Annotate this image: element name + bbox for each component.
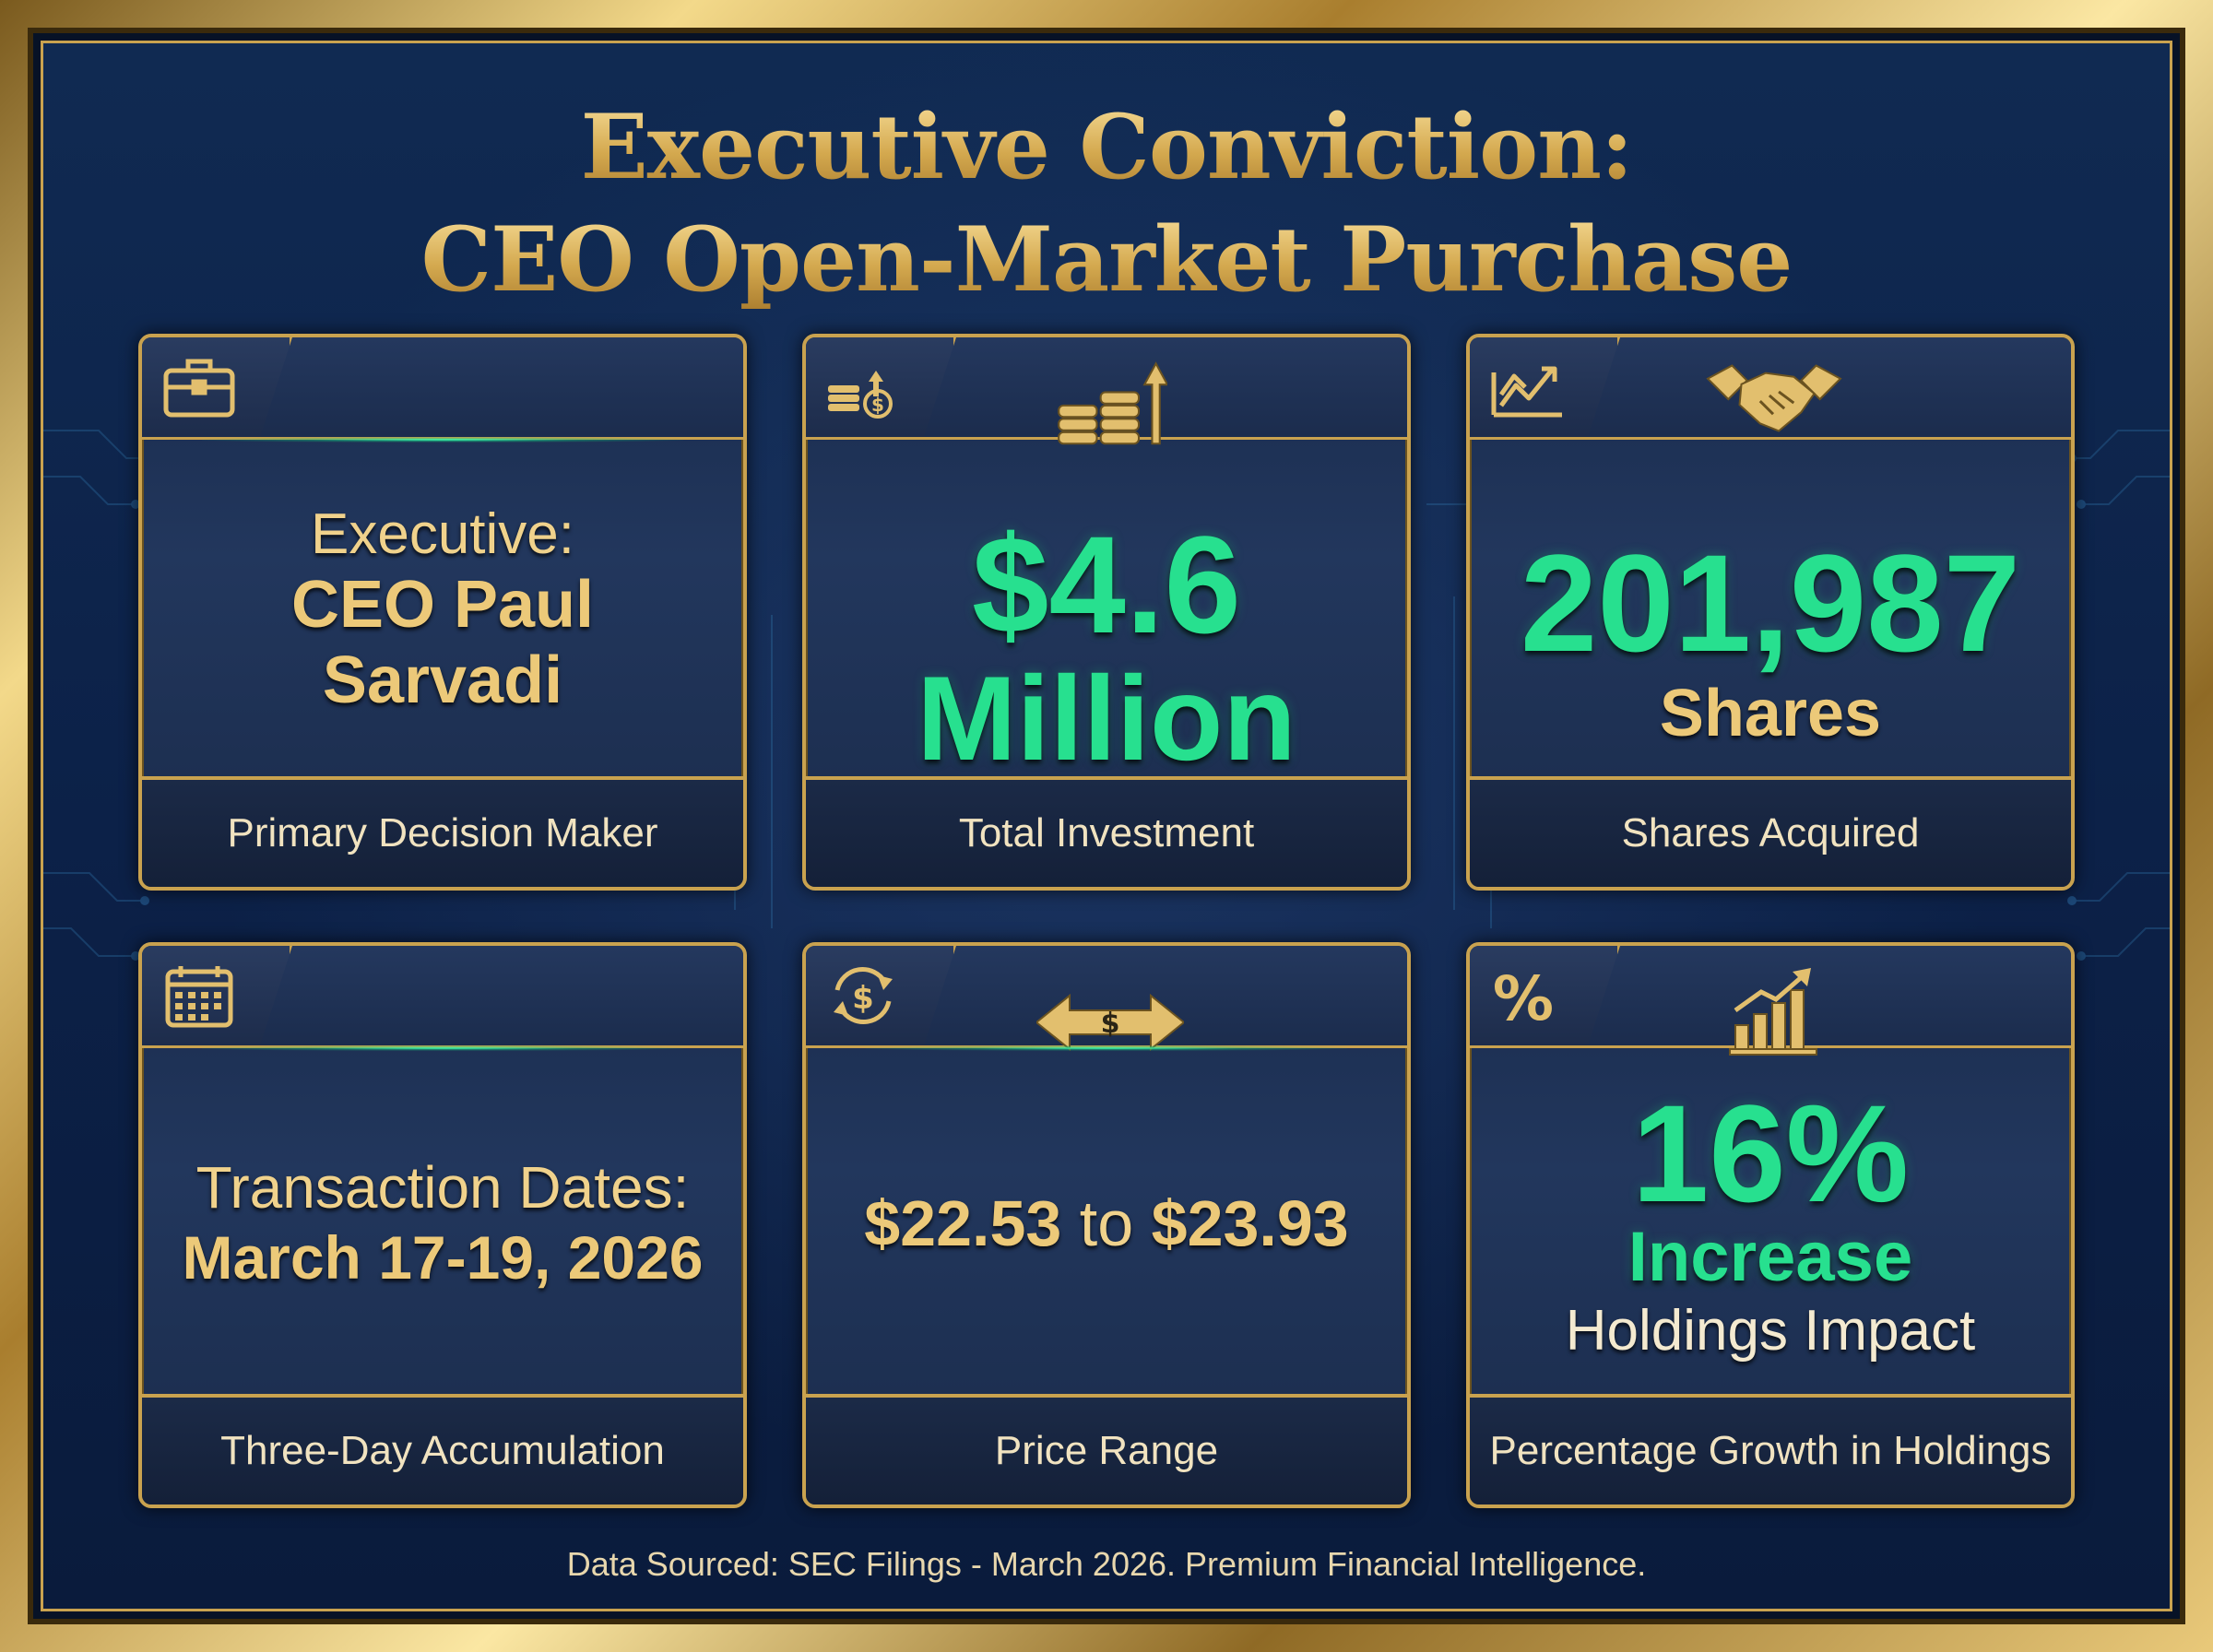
card-price-range: $ $ $22.53 to $23.93 Price Range	[802, 942, 1411, 1508]
transaction-dates-value: March 17-19, 2026	[182, 1223, 704, 1292]
card-transaction-dates: Transaction Dates: March 17-19, 2026 Thr…	[138, 942, 747, 1508]
dollar-double-arrow-icon: $	[1036, 993, 1184, 1052]
line-chart-trend-icon	[1491, 366, 1562, 418]
price-range-high: $23.93	[1151, 1187, 1349, 1259]
card-main: $4.6 Million	[806, 476, 1407, 822]
card-shares-acquired: 201,987 Shares Shares Acquired	[1466, 334, 2075, 891]
calendar-icon	[165, 966, 233, 1028]
card-footer: Three-Day Accumulation	[142, 1394, 743, 1504]
holdings-growth-sub: Increase	[1627, 1218, 1913, 1296]
card-glow-top	[866, 1045, 1347, 1051]
card-total-investment: $ $4.6 Million Total Investment	[802, 334, 1411, 891]
card-footer: Price Range	[806, 1394, 1407, 1504]
card-main: Transaction Dates: March 17-19, 2026	[142, 1045, 743, 1401]
svg-text:$: $	[1101, 1008, 1120, 1040]
executive-name-line-2: Sarvadi	[322, 643, 563, 717]
page-title-line-1: Executive Conviction:	[0, 92, 2213, 203]
bar-chart-growth-icon	[1729, 968, 1817, 1056]
card-main: Executive: CEO Paul Sarvadi	[142, 437, 743, 784]
holdings-growth-value: 16%	[1631, 1076, 1910, 1231]
source-note: Data Sourced: SEC Filings - March 2026. …	[566, 1545, 1647, 1583]
card-holdings-growth: % 16% Increase Holdings Impact Percentag…	[1466, 942, 2075, 1508]
card-glow-top	[202, 437, 683, 442]
executive-name-line-1: CEO Paul	[290, 568, 595, 642]
percent-icon: %	[1493, 963, 1554, 1029]
price-range-to: to	[1079, 1187, 1134, 1259]
card-main: 201,987 Shares	[1470, 466, 2071, 813]
total-investment-unit: Million	[917, 651, 1296, 785]
transaction-dates-label: Transaction Dates:	[195, 1154, 690, 1221]
total-investment-value: $4.6	[972, 507, 1241, 662]
card-footer: Primary Decision Maker	[142, 776, 743, 887]
card-main: 16% Increase Holdings Impact	[1470, 1075, 2071, 1379]
page-title-line-2: CEO Open-Market Purchase	[0, 205, 2213, 315]
card-footer: Shares Acquired	[1470, 776, 2071, 887]
dollar-cycle-icon: $	[834, 966, 893, 1025]
card-main: $22.53 to $23.93	[806, 1045, 1407, 1401]
card-executive: Executive: CEO Paul Sarvadi Primary Deci…	[138, 334, 747, 891]
shares-acquired-value: 201,987	[1520, 525, 2021, 680]
coins-up-arrow-icon	[1058, 361, 1167, 445]
card-footer: Percentage Growth in Holdings	[1470, 1394, 2071, 1504]
handshake-icon	[1706, 364, 1842, 432]
card-glow-top	[202, 1045, 683, 1051]
svg-text:$: $	[852, 980, 874, 1017]
holdings-growth-note: Holdings Impact	[1565, 1299, 1976, 1363]
executive-label: Executive:	[310, 502, 575, 566]
card-footer: Total Investment	[806, 776, 1407, 887]
svg-text:$: $	[871, 394, 884, 416]
price-range-row: $22.53 to $23.93	[864, 1186, 1349, 1260]
coins-dollar-arrow-icon: $	[828, 371, 893, 419]
price-range-low: $22.53	[864, 1187, 1062, 1259]
svg-text:%: %	[1493, 963, 1554, 1029]
briefcase-icon	[163, 359, 235, 418]
shares-acquired-unit: Shares	[1659, 677, 1882, 750]
